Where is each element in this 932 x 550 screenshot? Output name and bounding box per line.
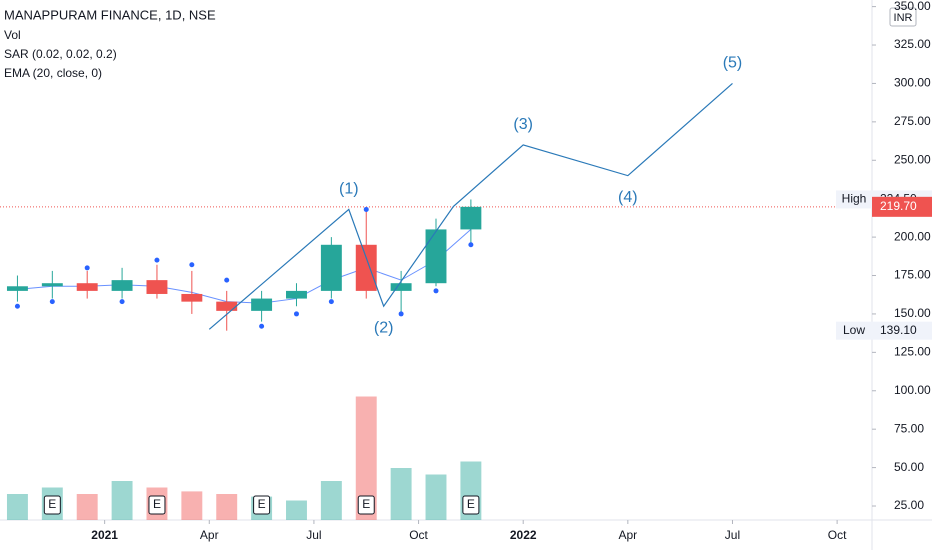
sar-dot xyxy=(189,262,195,268)
candle-body xyxy=(390,283,412,291)
volume-bar xyxy=(111,481,133,520)
wave-label: (2) xyxy=(374,319,394,336)
x-tick-label: Apr xyxy=(618,528,637,542)
y-tick-label: 100.00 xyxy=(894,383,931,397)
sar-dot xyxy=(468,242,474,248)
y-tick-label: 175.00 xyxy=(894,268,931,282)
event-label[interactable]: E xyxy=(153,497,161,511)
event-label[interactable]: E xyxy=(48,497,56,511)
y-tick-label: 350.00 xyxy=(894,0,931,13)
event-badge[interactable] xyxy=(357,495,375,515)
sar-dot xyxy=(84,265,90,271)
sar-dot xyxy=(259,323,265,329)
volume-bar xyxy=(76,494,98,520)
price-marker-name-bg xyxy=(836,190,872,209)
indicator-label: Vol xyxy=(4,28,21,42)
y-tick-label: 125.00 xyxy=(894,345,931,359)
x-tick-label: 2022 xyxy=(510,528,537,542)
sar-dot xyxy=(328,299,334,305)
wave-label: (1) xyxy=(339,181,359,198)
price-marker-name-bg xyxy=(836,321,872,340)
candle-body xyxy=(425,229,447,284)
candle-body xyxy=(320,244,342,291)
x-tick-label: 2021 xyxy=(91,528,118,542)
event-badge[interactable] xyxy=(148,495,166,515)
x-tick-label: Apr xyxy=(200,528,219,542)
volume-bar xyxy=(320,481,342,520)
x-tick-label: Oct xyxy=(409,528,428,542)
sar-dot xyxy=(14,303,20,309)
y-tick-label: 50.00 xyxy=(894,460,924,474)
sar-dot xyxy=(154,257,160,263)
y-tick-label: 300.00 xyxy=(894,76,931,90)
currency-box[interactable] xyxy=(889,7,917,27)
event-badge[interactable] xyxy=(253,495,271,515)
candle-body xyxy=(6,286,28,291)
sar-dot xyxy=(119,299,125,305)
candle-body xyxy=(41,283,63,287)
wave-line xyxy=(208,82,733,330)
wave-label: (5) xyxy=(723,55,743,72)
y-tick-label: 75.00 xyxy=(894,421,924,435)
x-tick-label: Oct xyxy=(828,528,847,542)
event-label[interactable]: E xyxy=(258,497,266,511)
indicator-label: SAR (0.02, 0.02, 0.2) xyxy=(4,47,117,61)
candle-body xyxy=(460,206,482,230)
price-marker-name: Low xyxy=(843,323,865,337)
x-tick-label: Jul xyxy=(306,528,321,542)
candle-body xyxy=(111,280,133,291)
candle-body xyxy=(181,293,203,302)
volume-bar xyxy=(6,494,28,520)
candle-body xyxy=(251,298,273,311)
volume-bar xyxy=(286,500,307,520)
sar-dot xyxy=(224,277,230,283)
x-tick-label: Jul xyxy=(725,528,740,542)
candle-body xyxy=(286,290,307,299)
y-tick-label: 25.00 xyxy=(894,498,924,512)
event-label[interactable]: E xyxy=(467,497,475,511)
sar-dot xyxy=(49,299,55,305)
wave-label: (3) xyxy=(513,116,533,133)
last-price-bg xyxy=(872,196,932,217)
y-tick-label: 275.00 xyxy=(894,114,931,128)
candle-body xyxy=(216,301,238,311)
y-tick-label: 250.00 xyxy=(894,152,931,166)
last-price-label: 219.70 xyxy=(880,199,917,213)
volume-bar xyxy=(390,468,412,520)
indicator-label: EMA (20, close, 0) xyxy=(4,66,102,80)
sar-dot xyxy=(363,206,369,212)
y-tick-label: 150.00 xyxy=(894,306,931,320)
price-marker-name: High xyxy=(842,192,867,206)
price-marker-label: 139.10 xyxy=(880,323,917,337)
sar-dot xyxy=(398,311,404,317)
event-label[interactable]: E xyxy=(362,497,370,511)
y-tick-label: 325.00 xyxy=(894,37,931,51)
volume-bar xyxy=(425,474,447,520)
candle-body xyxy=(76,283,98,291)
sar-dot xyxy=(293,311,299,317)
sar-dot xyxy=(433,288,439,294)
currency-label[interactable]: INR xyxy=(894,12,913,24)
price-marker-bg xyxy=(872,321,932,340)
candle-body xyxy=(146,280,168,294)
event-badge[interactable] xyxy=(462,495,480,515)
y-tick-label: 200.00 xyxy=(894,229,931,243)
event-badge[interactable] xyxy=(43,495,61,515)
chart-title: MANAPPURAM FINANCE, 1D, NSE xyxy=(4,7,216,22)
wave-label: (4) xyxy=(618,189,638,206)
volume-bar xyxy=(216,494,238,520)
volume-bar xyxy=(181,491,203,520)
candle-body xyxy=(355,244,377,291)
volume-bar xyxy=(355,396,377,520)
